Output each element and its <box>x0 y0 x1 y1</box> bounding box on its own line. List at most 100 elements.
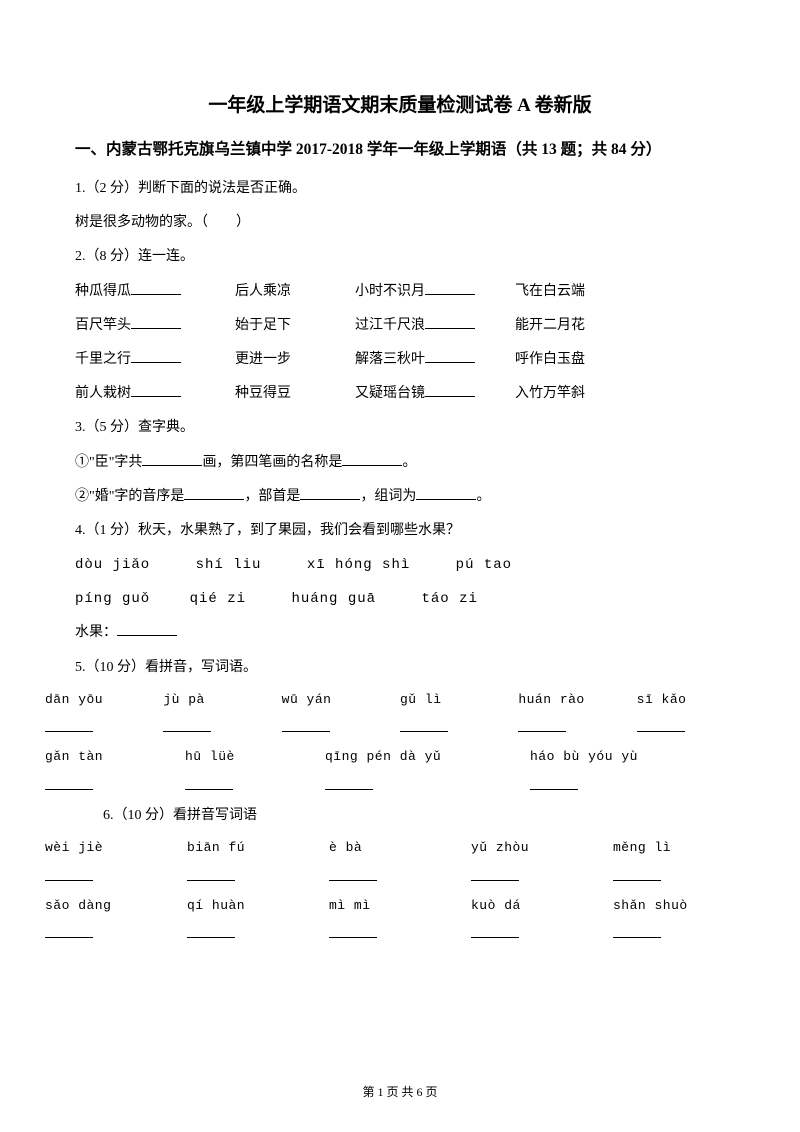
text: 前人栽树 <box>75 386 131 401</box>
cell: 前人栽树 <box>75 378 235 410</box>
blank-cell <box>637 714 745 743</box>
blank-cell <box>187 920 319 949</box>
cell: 小时不识月 <box>355 276 515 308</box>
blank-cell <box>471 863 603 892</box>
pinyin: shí liu <box>196 557 262 573</box>
pinyin: qié zi <box>190 591 246 607</box>
text: 千里之行 <box>75 352 131 367</box>
cell: 又疑瑶台镜 <box>355 378 515 410</box>
cell: 百尺竿头 <box>75 310 235 342</box>
blank-cell <box>45 920 177 949</box>
blank <box>282 720 330 732</box>
blank-cell <box>329 863 461 892</box>
pinyin: yǔ zhòu <box>471 834 603 863</box>
blank <box>342 452 402 466</box>
blank <box>300 486 360 500</box>
pinyin: qí huàn <box>187 892 319 921</box>
text: 。 <box>402 455 416 470</box>
blank-cell <box>185 772 315 801</box>
blank-cell <box>613 920 745 949</box>
blank <box>45 720 93 732</box>
q3-line2: ②"婚"字的音序是，部首是，组词为。 <box>75 481 725 513</box>
blank <box>187 869 235 881</box>
blank-cell <box>400 714 508 743</box>
blank-cell <box>530 772 725 801</box>
blank-cell <box>282 714 390 743</box>
blank <box>45 778 93 790</box>
blank <box>329 869 377 881</box>
cell: 飞在白云端 <box>515 276 635 308</box>
cell: 过江千尺浪 <box>355 310 515 342</box>
page-content: 一年级上学期语文期末质量检测试卷 A 卷新版 一、内蒙古鄂托克旗乌兰镇中学 20… <box>0 0 800 989</box>
text: 又疑瑶台镜 <box>355 386 425 401</box>
blank <box>184 486 244 500</box>
pinyin: jù pà <box>163 686 271 715</box>
pinyin: è bà <box>329 834 461 863</box>
pinyin: kuò dá <box>471 892 603 921</box>
pinyin: shǎn shuò <box>613 892 745 921</box>
pinyin: huáng guā <box>291 591 376 607</box>
blank-cell <box>45 863 177 892</box>
q6-row2: sǎo dàng qí huàn mì mì kuò dá shǎn shuò <box>45 892 745 949</box>
blank-cell <box>45 714 153 743</box>
pinyin: píng guǒ <box>75 591 150 607</box>
text: ②"婚"字的音序是 <box>75 489 184 504</box>
q2-row-4: 前人栽树 种豆得豆 又疑瑶台镜 入竹万竿斜 <box>75 378 725 410</box>
blank-cell <box>325 772 520 801</box>
blank <box>471 869 519 881</box>
q6-row1: wèi jiè biān fú è bà yǔ zhòu měng lì <box>45 834 745 891</box>
q4-pinyin-row1: dòu jiǎo shí liu xī hóng shì pú tao <box>75 549 725 581</box>
q5-prompt: 5.（10 分）看拼音，写词语。 <box>75 652 725 684</box>
cell: 种瓜得瓜 <box>75 276 235 308</box>
pinyin: měng lì <box>613 834 745 863</box>
pinyin: sī kǎo <box>637 686 745 715</box>
pinyin: táo zi <box>421 591 477 607</box>
blank-cell <box>163 714 271 743</box>
text: ，组词为 <box>360 489 416 504</box>
q5-row1: dān yōu jù pà wū yán gǔ lì huán rào sī k… <box>45 686 745 743</box>
blank <box>329 926 377 938</box>
q5-row2: gǎn tàn hū lüè qīng pén dà yǔ háo bù yóu… <box>45 743 725 800</box>
cell: 后人乘凉 <box>235 276 355 308</box>
pinyin: hū lüè <box>185 743 315 772</box>
q1-text: 树是很多动物的家。（ ） <box>75 207 725 239</box>
cell: 更进一步 <box>235 344 355 376</box>
blank <box>187 926 235 938</box>
pinyin: mì mì <box>329 892 461 921</box>
pinyin: wū yán <box>282 686 390 715</box>
pinyin: gǎn tàn <box>45 743 175 772</box>
q3-prompt: 3.（5 分）查字典。 <box>75 412 725 444</box>
q4-pinyin-row2: píng guǒ qié zi huáng guā táo zi <box>75 583 725 615</box>
pinyin: xī hóng shì <box>307 557 410 573</box>
pinyin: háo bù yóu yù <box>530 743 725 772</box>
text: 画，第四笔画的名称是 <box>202 455 342 470</box>
cell: 始于足下 <box>235 310 355 342</box>
blank <box>131 349 181 363</box>
blank <box>325 778 373 790</box>
q4-prompt: 4.（1 分）秋天，水果熟了，到了果园，我们会看到哪些水果？ <box>75 515 725 547</box>
q2-row-1: 种瓜得瓜 后人乘凉 小时不识月 飞在白云端 <box>75 276 725 308</box>
pinyin: huán rào <box>518 686 626 715</box>
cell: 能开二月花 <box>515 310 635 342</box>
blank <box>425 349 475 363</box>
pinyin: dòu jiǎo <box>75 557 150 573</box>
page-footer: 第 1 页 共 6 页 <box>0 1083 800 1100</box>
pinyin: biān fú <box>187 834 319 863</box>
q2-prompt: 2.（8 分）连一连。 <box>75 241 725 273</box>
pinyin: dān yōu <box>45 686 153 715</box>
q6-prompt: 6.（10 分）看拼音写词语 <box>75 800 725 832</box>
blank <box>142 452 202 466</box>
blank <box>613 869 661 881</box>
blank <box>425 383 475 397</box>
text: 种瓜得瓜 <box>75 284 131 299</box>
blank-cell <box>471 920 603 949</box>
pinyin: gǔ lì <box>400 686 508 715</box>
blank-cell <box>518 714 626 743</box>
text: ①"臣"字共 <box>75 455 142 470</box>
text: 百尺竿头 <box>75 318 131 333</box>
q2-row-3: 千里之行 更进一步 解落三秋叶 呼作白玉盘 <box>75 344 725 376</box>
blank <box>425 315 475 329</box>
blank <box>637 720 685 732</box>
cell: 解落三秋叶 <box>355 344 515 376</box>
text: ，部首是 <box>244 489 300 504</box>
